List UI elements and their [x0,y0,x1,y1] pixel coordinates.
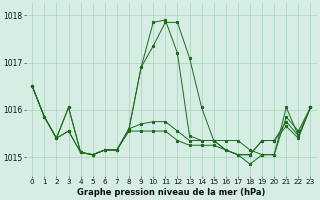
X-axis label: Graphe pression niveau de la mer (hPa): Graphe pression niveau de la mer (hPa) [77,188,266,197]
